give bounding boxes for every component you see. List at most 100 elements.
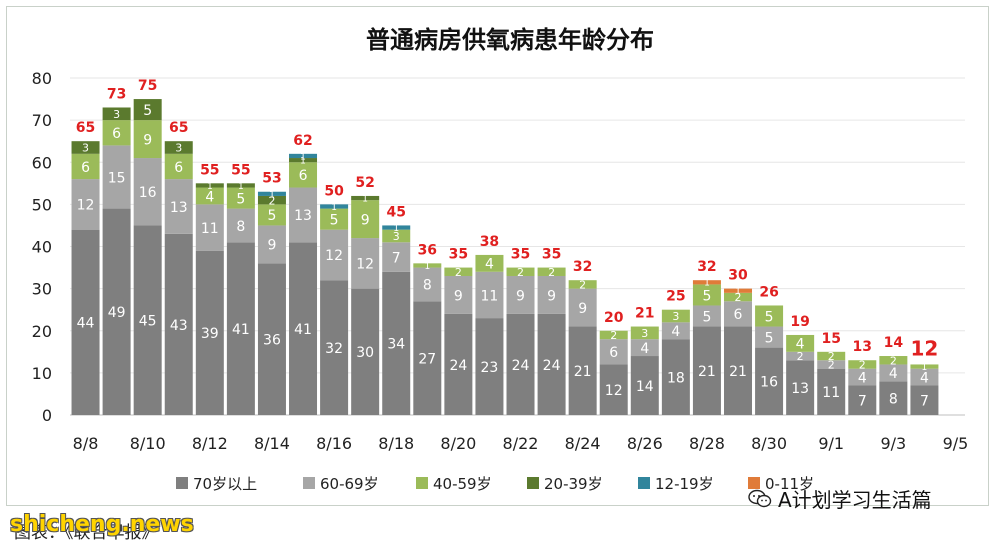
bar-segment bbox=[568, 280, 597, 289]
segment-label: 7 bbox=[858, 394, 867, 410]
segment-label: 9 bbox=[267, 238, 276, 254]
segment-label: 1 bbox=[300, 152, 306, 162]
segment-label: 9 bbox=[547, 288, 556, 304]
segment-label: 44 bbox=[77, 316, 95, 332]
segment-label: 24 bbox=[449, 358, 467, 374]
total-label: 32 bbox=[697, 259, 716, 275]
segment-label: 12 bbox=[605, 383, 623, 399]
segment-label: 9 bbox=[578, 301, 587, 317]
segment-label: 27 bbox=[418, 351, 436, 367]
x-tick-label: 8/20 bbox=[440, 434, 476, 453]
legend-swatch bbox=[416, 477, 428, 489]
segment-label: 12 bbox=[356, 257, 374, 273]
total-label: 35 bbox=[449, 247, 468, 263]
bar-segment bbox=[226, 187, 255, 209]
bar-segment bbox=[133, 225, 162, 415]
segment-label: 1 bbox=[735, 287, 741, 297]
total-label: 55 bbox=[200, 162, 219, 178]
total-label: 26 bbox=[759, 284, 778, 300]
segment-label: 1 bbox=[269, 190, 275, 200]
bar-segment bbox=[226, 183, 255, 188]
bar-segment bbox=[630, 339, 659, 357]
bar-segment bbox=[724, 292, 753, 302]
bar-segment bbox=[382, 271, 411, 415]
segment-label: 2 bbox=[859, 359, 866, 372]
segment-label: 1 bbox=[393, 224, 399, 234]
y-tick-label: 80 bbox=[32, 69, 52, 88]
bar-segment bbox=[599, 364, 628, 415]
bar-segment bbox=[71, 229, 100, 415]
x-tick-label: 8/22 bbox=[503, 434, 539, 453]
bar-segment bbox=[164, 141, 193, 154]
bar-segment bbox=[444, 313, 473, 415]
segment-label: 5 bbox=[702, 288, 711, 304]
x-tick-label: 8/24 bbox=[565, 434, 601, 453]
total-label: 53 bbox=[262, 171, 281, 187]
y-tick-label: 20 bbox=[32, 322, 52, 341]
total-label: 38 bbox=[480, 234, 499, 250]
segment-label: 21 bbox=[729, 364, 747, 380]
legend-swatch bbox=[176, 477, 188, 489]
bar-segment bbox=[786, 334, 815, 352]
bar-segment bbox=[724, 326, 753, 415]
segment-label: 6 bbox=[81, 160, 90, 176]
segment-label: 11 bbox=[481, 288, 499, 304]
bar-segment bbox=[320, 229, 349, 281]
bar-segment bbox=[568, 326, 597, 415]
bar-segment bbox=[226, 208, 255, 243]
total-label: 14 bbox=[884, 335, 904, 351]
x-tick-label: 8/30 bbox=[751, 434, 787, 453]
bar-segment bbox=[661, 309, 690, 323]
total-label: 36 bbox=[418, 242, 437, 258]
bar-segment bbox=[71, 153, 100, 180]
segment-label: 4 bbox=[889, 366, 898, 382]
bar-segment bbox=[692, 284, 721, 306]
bars bbox=[71, 99, 939, 415]
bar-segment bbox=[71, 141, 100, 154]
segment-label: 16 bbox=[139, 185, 157, 201]
segment-label: 2 bbox=[548, 266, 555, 279]
bar-segment bbox=[910, 364, 939, 369]
x-tick-label: 8/28 bbox=[689, 434, 725, 453]
bar-segment bbox=[755, 305, 784, 327]
bar-segment bbox=[164, 179, 193, 234]
x-tick-label: 8/8 bbox=[73, 434, 99, 453]
segment-label: 18 bbox=[667, 370, 685, 386]
bar-segment bbox=[413, 263, 442, 268]
segment-label: 7 bbox=[392, 250, 401, 266]
segment-label: 49 bbox=[108, 305, 126, 321]
bar-segment bbox=[351, 288, 380, 415]
bar-segment bbox=[786, 351, 815, 361]
segment-label: 6 bbox=[174, 160, 183, 176]
segment-label: 9 bbox=[454, 288, 463, 304]
bar-segment bbox=[755, 347, 784, 415]
chart-title: 普通病房供氧病患年龄分布 bbox=[366, 26, 654, 54]
total-label: 12 bbox=[911, 336, 939, 360]
bar-segment bbox=[506, 275, 535, 314]
total-label: 55 bbox=[231, 162, 250, 178]
total-label: 75 bbox=[138, 78, 157, 94]
total-label: 20 bbox=[604, 310, 624, 326]
segment-label: 2 bbox=[828, 350, 835, 363]
segment-label: 11 bbox=[822, 385, 840, 401]
bar-segment bbox=[257, 191, 286, 196]
segment-label: 5 bbox=[702, 309, 711, 325]
bar-segment bbox=[755, 326, 784, 348]
segment-label: 34 bbox=[387, 337, 405, 353]
bar-segment bbox=[382, 225, 411, 230]
bar-segment bbox=[879, 356, 908, 365]
segment-label: 1 bbox=[238, 182, 244, 192]
bar-segment bbox=[661, 339, 690, 415]
segment-label: 21 bbox=[698, 364, 716, 380]
segment-label: 2 bbox=[890, 354, 897, 367]
segment-label: 24 bbox=[512, 358, 530, 374]
bar-segment bbox=[195, 250, 224, 415]
segment-label: 13 bbox=[170, 200, 188, 216]
bar-segment bbox=[537, 275, 566, 314]
bar-segment bbox=[320, 204, 349, 209]
bar-segment bbox=[599, 339, 628, 365]
segment-label: 2 bbox=[579, 279, 586, 292]
x-tick-label: 9/3 bbox=[880, 434, 906, 453]
bar-segment bbox=[289, 153, 318, 159]
bar-segment bbox=[692, 326, 721, 415]
